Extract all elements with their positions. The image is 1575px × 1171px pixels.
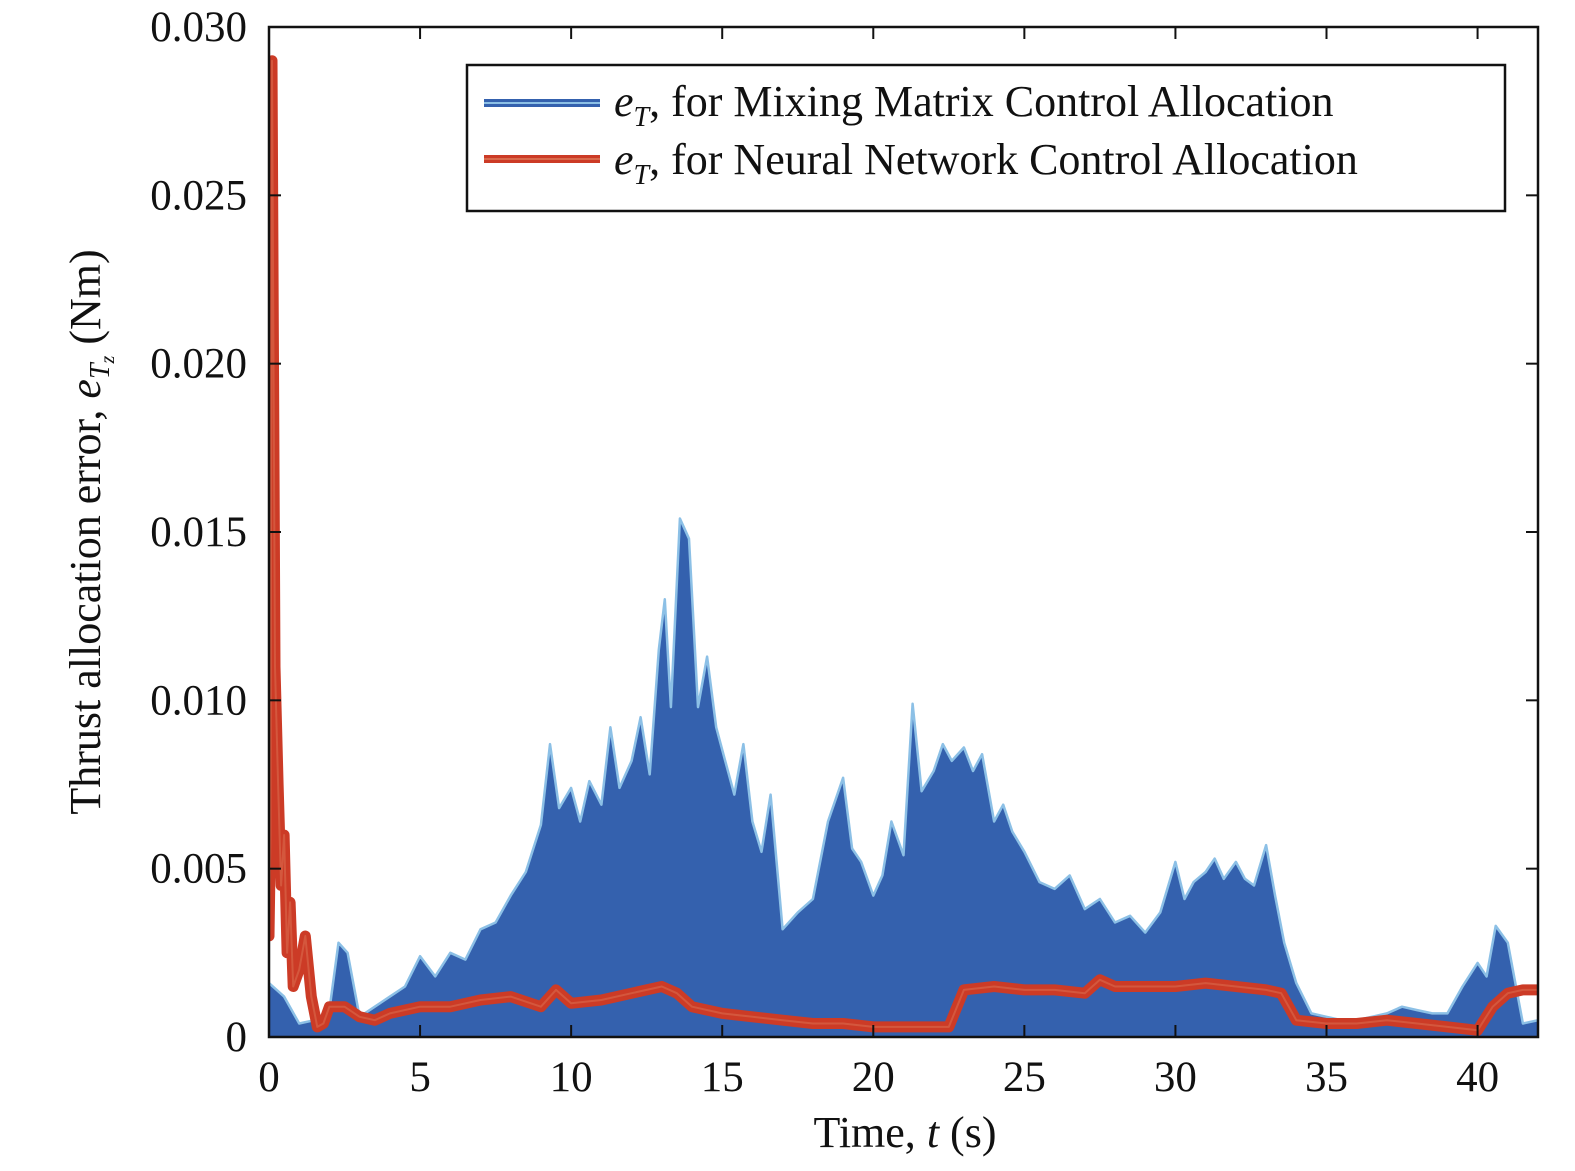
series-layer <box>269 55 1538 1037</box>
legend-entry-neural: eT, for Neural Network Control Allocatio… <box>614 135 1358 191</box>
y-tick-label: 0.025 <box>150 172 247 219</box>
y-tick-label: 0.010 <box>150 677 247 724</box>
x-tick-label: 0 <box>258 1054 280 1101</box>
series-neural-core <box>269 59 1538 1032</box>
x-tick-label: 20 <box>852 1054 895 1101</box>
legend: eT, for Mixing Matrix Control Allocation… <box>465 63 1507 213</box>
x-tick-label: 15 <box>701 1054 744 1101</box>
y-tick-label: 0.030 <box>150 4 247 51</box>
x-tick-label: 40 <box>1456 1054 1499 1101</box>
x-axis-title: Time, t (s) <box>814 1108 997 1157</box>
y-axis-title: Thrust allocation error, eTz (Nm) <box>61 249 119 814</box>
x-tick-label: 30 <box>1154 1054 1197 1101</box>
x-tick-label: 5 <box>409 1054 431 1101</box>
y-tick-label: 0.005 <box>150 846 247 893</box>
y-tick-label: 0.020 <box>150 341 247 388</box>
series-mixing-fill <box>269 518 1538 1037</box>
legend-entry-mixing: eT, for Mixing Matrix Control Allocation <box>614 77 1334 133</box>
x-tick-label: 25 <box>1003 1054 1046 1101</box>
y-tick-label: 0 <box>226 1014 248 1061</box>
x-tick-label: 10 <box>550 1054 593 1101</box>
x-tick-label: 35 <box>1305 1054 1348 1101</box>
ticks-layer: 0 5 10 15 20 25 30 35 40 0 0.005 0.010 0.015 0.020 0.0… <box>150 4 1538 1101</box>
legend-box <box>465 63 1507 213</box>
series-mixing-line <box>269 517 1538 1025</box>
y-tick-label: 0.015 <box>150 509 247 556</box>
